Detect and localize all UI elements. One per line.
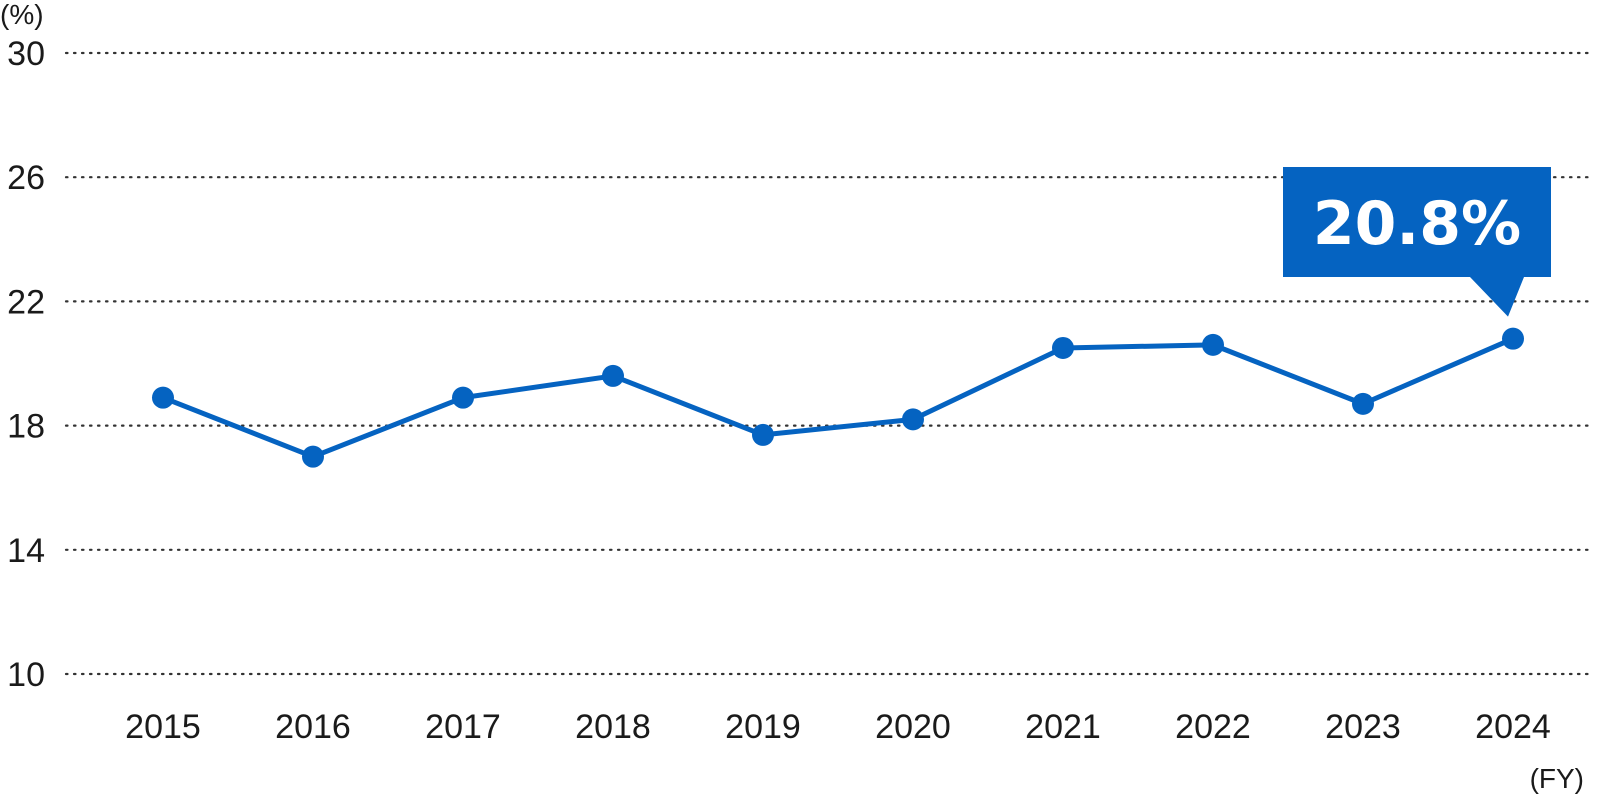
x-axis-tick-labels: 2015 2016 2017 2018 2019 2020 2021 2022 2023 2024 bbox=[125, 708, 1551, 746]
x-tick-label: 2023 bbox=[1325, 708, 1401, 746]
data-point-2017 bbox=[452, 386, 474, 409]
callout-label: 20.8% bbox=[1313, 189, 1521, 259]
x-tick-label: 2018 bbox=[575, 708, 651, 746]
series-layer bbox=[152, 327, 1524, 468]
data-point-2015 bbox=[152, 386, 174, 409]
data-point-2020 bbox=[902, 408, 924, 431]
value-callout: 20.8% bbox=[1283, 167, 1551, 317]
x-tick-label: 2017 bbox=[425, 708, 501, 746]
data-point-2023 bbox=[1352, 392, 1374, 415]
data-point-2021 bbox=[1052, 336, 1074, 359]
x-tick-label: 2020 bbox=[875, 708, 951, 746]
data-point-2019 bbox=[752, 423, 774, 446]
callout-box bbox=[1283, 167, 1551, 317]
y-axis-unit-label: (%) bbox=[0, 0, 44, 30]
data-point-2024 bbox=[1502, 327, 1524, 350]
x-tick-label: 2022 bbox=[1175, 708, 1251, 746]
y-tick-label: 18 bbox=[7, 408, 45, 446]
y-tick-label: 26 bbox=[7, 159, 45, 197]
data-point-2016 bbox=[302, 445, 324, 468]
y-tick-label: 30 bbox=[7, 35, 45, 73]
data-point-2018 bbox=[602, 364, 624, 387]
y-axis-tick-labels: 10 14 18 22 26 30 bbox=[7, 35, 45, 694]
y-tick-label: 14 bbox=[7, 532, 45, 570]
x-tick-label: 2024 bbox=[1475, 708, 1551, 746]
y-tick-label: 10 bbox=[7, 656, 45, 694]
x-tick-label: 2019 bbox=[725, 708, 801, 746]
x-tick-label: 2016 bbox=[275, 708, 351, 746]
series-line bbox=[160, 336, 1516, 460]
grid-lines bbox=[64, 51, 1592, 676]
data-point-2022 bbox=[1202, 333, 1224, 356]
y-tick-label: 22 bbox=[7, 283, 45, 321]
x-axis-unit-label: (FY) bbox=[1530, 763, 1584, 794]
x-tick-label: 2021 bbox=[1025, 708, 1101, 746]
x-tick-label: 2015 bbox=[125, 708, 201, 746]
